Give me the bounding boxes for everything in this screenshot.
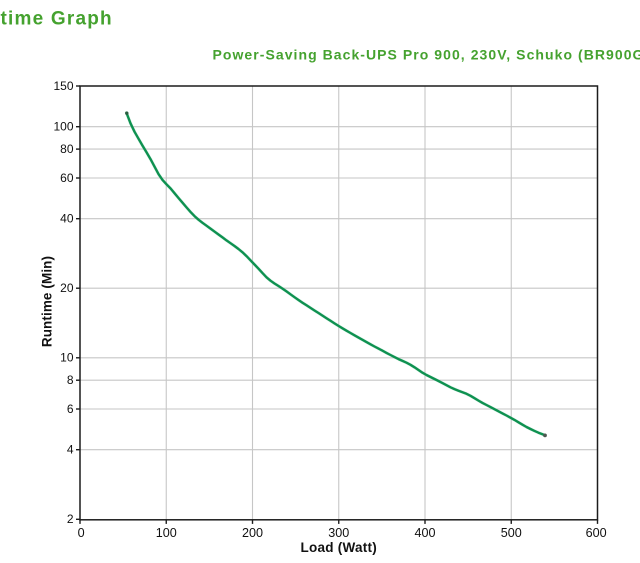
svg-text:400: 400 xyxy=(414,526,435,540)
svg-text:8: 8 xyxy=(67,373,74,387)
svg-text:20: 20 xyxy=(60,281,74,295)
svg-text:150: 150 xyxy=(53,79,73,93)
svg-text:80: 80 xyxy=(60,142,74,156)
svg-text:Runtime (Min): Runtime (Min) xyxy=(40,256,55,347)
svg-text:500: 500 xyxy=(501,526,522,540)
svg-text:2: 2 xyxy=(67,512,74,526)
svg-text:40: 40 xyxy=(60,212,74,226)
svg-text:10: 10 xyxy=(60,351,74,365)
svg-text:200: 200 xyxy=(242,526,263,540)
svg-text:600: 600 xyxy=(586,526,607,540)
svg-text:100: 100 xyxy=(53,120,73,134)
svg-text:Power-Saving Back-UPS Pro 900,: Power-Saving Back-UPS Pro 900, 230V, Sch… xyxy=(213,46,640,62)
svg-text:Load (Watt): Load (Watt) xyxy=(301,540,377,555)
svg-text:6: 6 xyxy=(67,402,74,416)
svg-text:100: 100 xyxy=(156,526,177,540)
svg-text:60: 60 xyxy=(60,171,74,185)
svg-text:4: 4 xyxy=(67,443,74,457)
svg-text:300: 300 xyxy=(328,526,349,540)
svg-text:0: 0 xyxy=(78,526,85,540)
svg-text:Runtime Graph: Runtime Graph xyxy=(0,9,113,30)
